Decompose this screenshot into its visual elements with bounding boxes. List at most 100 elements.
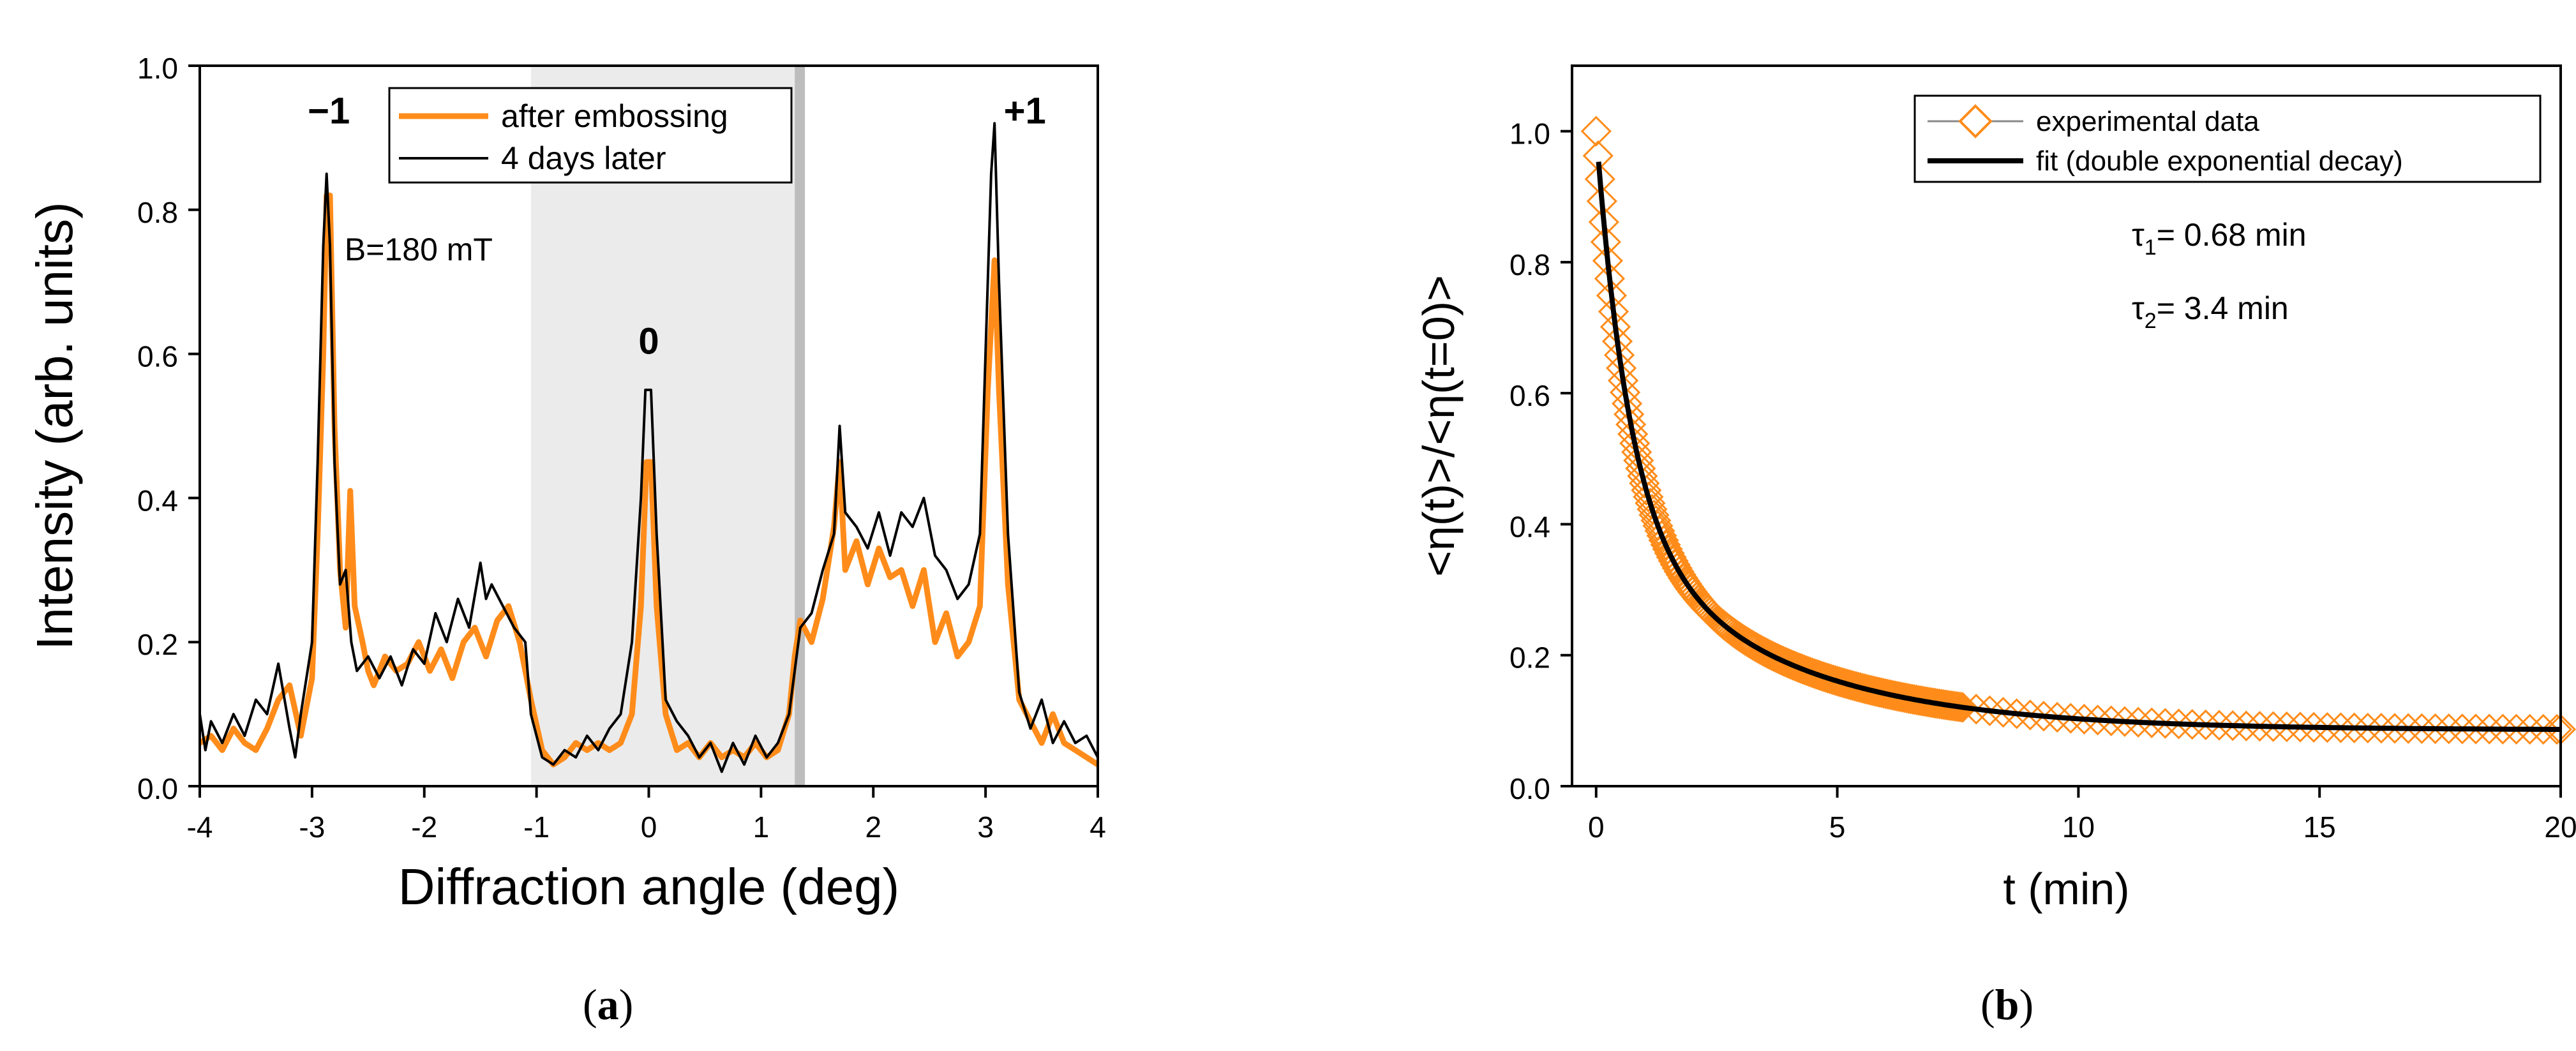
data-point-diamond [2217,710,2249,742]
data-point-diamond [1939,690,1971,722]
legend-label-4-days-later: 4 days later [501,140,666,176]
data-point-diamond [2393,713,2424,744]
x-tick-label: 10 [2062,810,2095,844]
x-tick-label: 1 [753,810,770,844]
data-point-diamond [2028,701,2060,732]
experimental-data-markers [1580,116,2576,745]
data-point-diamond [2406,713,2437,744]
data-point-diamond [1933,690,1965,721]
fit-curve [1596,161,2561,732]
legend-label-after-embossing: after embossing [501,98,728,134]
data-point-diamond [2420,713,2451,745]
data-point-diamond [2163,708,2194,740]
x-tick-label: -2 [411,810,437,844]
data-point-diamond [1988,697,2019,728]
data-point-diamond [2284,712,2316,743]
y-tick-label: 1.0 [137,52,178,85]
x-tick-label: 2 [865,810,881,844]
data-point-diamond [2460,713,2492,745]
x-tick-label: 20 [2544,810,2576,844]
data-point-diamond [1629,468,1660,499]
field-label: B=180 mT [345,232,493,267]
x-tick-label: 0 [641,810,657,844]
legend-label-fit: fit (double exponential decay) [2036,145,2403,177]
x-tick-label: -1 [523,810,550,844]
shaded-edge-band [795,66,805,786]
y-tick-label: 0.6 [1509,379,1550,412]
data-point-diamond [2122,706,2154,738]
plot-frame [1571,64,2562,787]
data-point-diamond [1658,545,1689,577]
y-tick-label: 0.0 [137,772,178,805]
legend-swatch-diamond [1958,104,1993,138]
tau-symbol: τ [2132,290,2145,326]
y-tick-label: 0.4 [1509,510,1550,543]
data-point-diamond [1631,475,1662,506]
plot-frame [198,64,1099,787]
chart-a: -4 -3 -2 -1 0 1 2 3 4 0.0 0.2 0.4 0.6 0.8 1.0 Diffracti… [26,52,1106,915]
tau-subscript: 2 [2145,309,2157,333]
data-point-diamond [2541,713,2573,745]
data-point-diamond [2298,712,2330,743]
data-point-diamond [2042,701,2073,733]
x-tick-label: 4 [1090,810,1106,844]
data-point-diamond [1627,460,1658,492]
data-point-diamond [1661,553,1693,584]
data-point-diamond [1580,116,1612,147]
tau-symbol: τ [2132,217,2145,253]
x-tick-label: 0 [1588,810,1605,844]
data-point-diamond [1614,399,1645,430]
data-point-diamond [2109,706,2141,737]
y-axis-label: Intensity (arb. units) [26,202,83,650]
data-point-diamond [2271,711,2302,743]
data-point-diamond [2487,713,2519,745]
peak-label-0: 0 [638,321,659,362]
data-point-diamond [1619,428,1651,459]
x-tick-label: 3 [977,810,994,844]
data-point-diamond [2501,713,2532,745]
data-point-diamond [1621,436,1652,468]
data-point-diamond [2176,709,2208,740]
data-point-diamond [1974,695,2005,726]
x-tick-label: 5 [1829,810,1846,844]
data-point-diamond [1644,515,1675,547]
data-point-diamond [2001,698,2032,729]
legend: after embossing 4 days later [388,87,793,184]
data-point-diamond [1635,488,1666,519]
data-point-diamond [1648,525,1679,556]
tau-value: = 0.68 min [2157,217,2307,253]
data-point-diamond [2365,713,2397,744]
tau2-annotation: τ2= 3.4 min [2132,290,2289,333]
data-point-diamond [1937,690,1969,722]
data-point-diamond [2190,709,2221,741]
peak-label-plus1: +1 [1004,90,1046,131]
data-point-diamond [2231,710,2262,742]
x-tick-label: -3 [299,810,325,844]
data-point-diamond [2325,712,2356,743]
data-point-diamond [2082,704,2113,736]
chart-b: 0 5 10 15 20 0.0 0.2 0.4 0.6 0.8 1.0 t (min) <η(t)>/… [1414,64,2576,914]
y-tick-label: 0.0 [1509,772,1550,805]
tau1-annotation: τ1= 0.68 min [2132,217,2307,260]
y-tick-label: 0.8 [137,196,178,229]
data-point-diamond [2339,712,2370,743]
x-axis-label: Diffraction angle (deg) [398,858,900,915]
data-point-diamond [1947,692,1979,723]
data-point-diamond [2312,712,2343,743]
y-tick-label: 1.0 [1509,117,1550,151]
legend-label-experimental-data: experimental data [2036,106,2259,137]
tau-subscript: 1 [2145,235,2157,260]
data-point-diamond [1935,690,1967,721]
data-point-diamond [1961,694,1992,725]
x-tick-label: -4 [187,810,213,844]
y-axis-label: <η(t)>/<η(t=0)> [1414,275,1464,577]
data-point-diamond [2244,711,2275,742]
data-point-diamond [1633,481,1664,512]
data-point-diamond [2055,703,2086,734]
data-point-diamond [2514,713,2545,745]
data-point-diamond [2433,713,2464,745]
peak-label-minus1: −1 [308,90,350,131]
data-point-diamond [2474,713,2505,745]
data-point-diamond [2446,713,2478,745]
data-point-diamond [2069,703,2100,735]
